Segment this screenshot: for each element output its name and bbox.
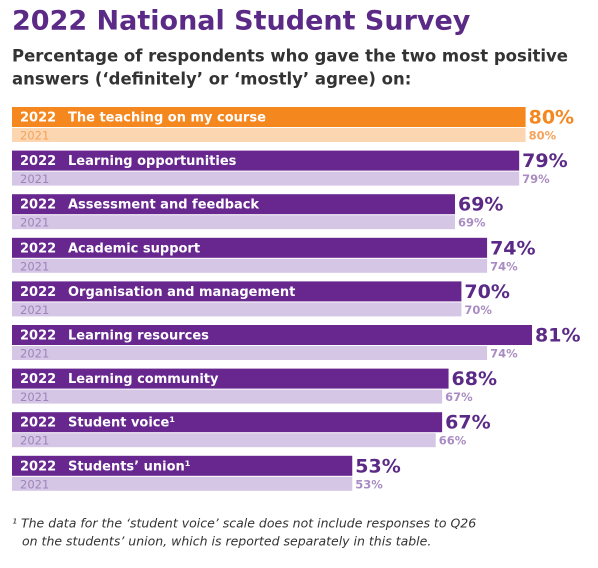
bar <box>12 433 436 448</box>
value-label: 74% <box>490 347 518 361</box>
bar <box>12 237 488 258</box>
value-label: 81% <box>535 325 580 347</box>
category-label: Organisation and management <box>68 285 295 300</box>
series-label: 2021 <box>20 477 49 491</box>
bar <box>12 476 353 491</box>
bar <box>12 412 443 433</box>
bar <box>12 258 488 273</box>
series-label: 2021 <box>20 347 49 361</box>
category-label: Student voice¹ <box>68 416 175 431</box>
series-label: 2022 <box>20 111 56 126</box>
value-label: 79% <box>522 150 567 172</box>
series-label: 2021 <box>20 434 49 448</box>
chart-subtitle: Percentage of respondents who gave the t… <box>12 47 568 66</box>
value-label: 80% <box>529 129 557 143</box>
series-label: 2021 <box>20 303 49 317</box>
value-label: 79% <box>522 172 550 186</box>
value-label: 66% <box>439 434 467 448</box>
series-label: 2022 <box>20 154 56 169</box>
bar <box>12 107 526 127</box>
bar <box>12 150 520 171</box>
category-label: Students’ union¹ <box>68 459 190 474</box>
bar <box>12 128 526 142</box>
value-label: 74% <box>490 237 535 259</box>
series-label: 2022 <box>20 241 56 256</box>
bar <box>12 215 455 230</box>
bar <box>12 455 353 476</box>
series-label: 2022 <box>20 459 56 474</box>
bar <box>12 368 449 389</box>
bar <box>12 302 462 317</box>
bar <box>12 389 443 404</box>
series-label: 2022 <box>20 198 56 213</box>
value-label: 53% <box>355 477 383 491</box>
series-label: 2022 <box>20 372 56 387</box>
value-label: 69% <box>458 194 503 216</box>
chart-title: 2022 National Student Survey <box>12 6 471 37</box>
value-label: 53% <box>355 455 400 477</box>
bar <box>12 325 533 345</box>
series-label: 2022 <box>20 285 56 300</box>
series-label: 2021 <box>20 216 49 230</box>
series-label: 2021 <box>20 172 49 186</box>
value-label: 70% <box>464 303 492 317</box>
value-label: 74% <box>490 259 518 273</box>
chart-subtitle: answers (‘definitely’ or ‘mostly’ agree)… <box>12 70 411 89</box>
bar <box>12 194 455 215</box>
value-label: 69% <box>458 216 486 230</box>
footnote: ¹ The data for the ‘student voice’ scale… <box>12 516 476 531</box>
category-label: Academic support <box>68 241 200 256</box>
value-label: 80% <box>529 107 574 129</box>
series-label: 2021 <box>20 259 49 273</box>
bar <box>12 281 462 302</box>
footnote: on the students’ union, which is reporte… <box>22 534 431 549</box>
category-label: Learning community <box>68 372 219 387</box>
category-label: Assessment and feedback <box>68 198 259 213</box>
series-label: 2022 <box>20 329 56 344</box>
value-label: 67% <box>445 412 490 434</box>
category-label: The teaching on my course <box>68 111 266 126</box>
value-label: 67% <box>445 390 473 404</box>
series-label: 2022 <box>20 416 56 431</box>
series-label: 2021 <box>20 129 49 143</box>
value-label: 70% <box>464 281 509 303</box>
series-label: 2021 <box>20 390 49 404</box>
bar <box>12 171 520 186</box>
category-label: Learning resources <box>68 329 209 344</box>
bar <box>12 346 488 360</box>
value-label: 68% <box>452 368 497 390</box>
category-label: Learning opportunities <box>68 154 237 169</box>
